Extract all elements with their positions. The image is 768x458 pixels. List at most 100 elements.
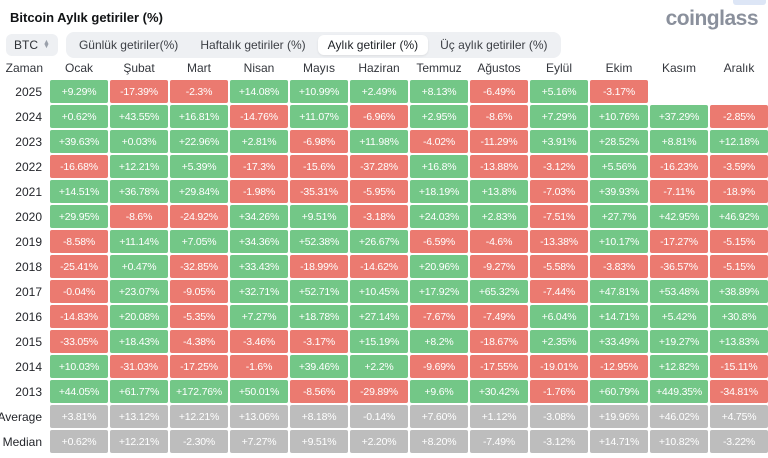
return-cell: +10.45%: [350, 280, 408, 303]
return-cell: -3.59%: [710, 155, 768, 178]
return-cell: +34.36%: [230, 230, 288, 253]
return-cell: -9.05%: [170, 280, 228, 303]
return-cell: +12.82%: [650, 355, 708, 378]
tab-daily-returns[interactable]: Günlük getiriler(%): [69, 35, 188, 55]
page-header: Bitcoin Aylık getiriler (%) coinglass: [0, 0, 768, 29]
return-cell: -3.12%: [530, 155, 588, 178]
return-cell: +13.83%: [710, 330, 768, 353]
return-cell: +0.62%: [50, 105, 108, 128]
tab-quarterly-returns[interactable]: Üç aylık getiriler (%): [430, 35, 557, 55]
return-cell: -6.49%: [470, 80, 528, 103]
return-cell: +20.08%: [110, 305, 168, 328]
return-cell: -18.9%: [710, 180, 768, 203]
return-cell: +3.91%: [530, 130, 588, 153]
column-header: Kasım: [661, 61, 696, 75]
return-cell: -29.89%: [350, 380, 408, 403]
return-cell: -14.83%: [50, 305, 108, 328]
returns-grid: Zaman Ocak Şubat Mart Nisan Mayıs Haziran Temmu…: [0, 58, 768, 453]
return-cell: -11.29%: [470, 130, 528, 153]
return-cell: +8.13%: [410, 80, 468, 103]
return-cell: -2.3%: [170, 80, 228, 103]
return-cell: +2.95%: [410, 105, 468, 128]
return-cell: +10.76%: [590, 105, 648, 128]
return-cell: +42.95%: [650, 205, 708, 228]
return-cell: -7.49%: [470, 430, 528, 453]
return-cell: -8.6%: [110, 205, 168, 228]
return-cell: -3.12%: [530, 430, 588, 453]
return-cell: +29.84%: [170, 180, 228, 203]
return-cell: +38.89%: [710, 280, 768, 303]
row-label: 2016: [15, 309, 42, 324]
return-cell: +44.05%: [50, 380, 108, 403]
tab-weekly-returns[interactable]: Haftalık getiriler (%): [190, 35, 315, 55]
return-cell: +7.29%: [530, 105, 588, 128]
return-cell: -9.27%: [470, 255, 528, 278]
return-cell: +8.18%: [290, 405, 348, 428]
return-cell: -2.30%: [170, 430, 228, 453]
return-cell: -6.98%: [290, 130, 348, 153]
return-cell: +10.03%: [50, 355, 108, 378]
return-cell: +24.03%: [410, 205, 468, 228]
coinglass-logo[interactable]: coinglass: [665, 7, 759, 30]
return-cell: -25.41%: [50, 255, 108, 278]
coin-selector[interactable]: BTC ▲ ▼: [6, 34, 58, 56]
row-label: Median: [2, 434, 42, 449]
return-cell: -15.6%: [290, 155, 348, 178]
row-label: 2024: [15, 109, 42, 124]
return-cell: -0.04%: [50, 280, 108, 303]
row-label: 2015: [15, 334, 42, 349]
return-cell: +4.75%: [710, 405, 768, 428]
return-cell: -8.56%: [290, 380, 348, 403]
return-cell: +53.48%: [650, 280, 708, 303]
return-cell: +7.27%: [230, 305, 288, 328]
column-header: Temmuz: [416, 61, 462, 75]
return-cell: +30.8%: [710, 305, 768, 328]
return-cell: -5.15%: [710, 255, 768, 278]
return-cell: +52.38%: [290, 230, 348, 253]
return-cell: -4.6%: [470, 230, 528, 253]
return-cell: +18.78%: [290, 305, 348, 328]
return-cell: +46.92%: [710, 205, 768, 228]
return-cell: +32.71%: [230, 280, 288, 303]
return-cell: +10.99%: [290, 80, 348, 103]
return-cell: -31.03%: [110, 355, 168, 378]
row-label: 2023: [15, 134, 42, 149]
tab-monthly-returns[interactable]: Aylık getiriler (%): [317, 35, 429, 55]
period-tabs: Günlük getiriler(%) Haftalık getiriler (…: [65, 32, 561, 58]
column-header: Zaman: [5, 61, 43, 75]
return-cell: +6.04%: [530, 305, 588, 328]
return-cell: -16.23%: [650, 155, 708, 178]
return-cell: +13.8%: [470, 180, 528, 203]
return-cell: -7.03%: [530, 180, 588, 203]
return-cell: -7.49%: [470, 305, 528, 328]
return-cell: +39.93%: [590, 180, 648, 203]
row-label: 2017: [15, 284, 42, 299]
return-cell: -3.17%: [590, 80, 648, 103]
return-cell: +33.49%: [590, 330, 648, 353]
updown-chevron-icon: ▲ ▼: [43, 39, 50, 50]
return-cell: +12.21%: [170, 405, 228, 428]
return-cell: +9.6%: [410, 380, 468, 403]
return-cell: +9.29%: [50, 80, 108, 103]
return-cell: +7.05%: [170, 230, 228, 253]
column-header: Mart: [187, 61, 211, 75]
return-cell: +10.82%: [650, 430, 708, 453]
row-label: 2019: [15, 234, 42, 249]
return-cell: +2.49%: [350, 80, 408, 103]
return-cell: +8.81%: [650, 130, 708, 153]
return-cell: +17.92%: [410, 280, 468, 303]
return-cell: -3.17%: [290, 330, 348, 353]
return-cell: +16.81%: [170, 105, 228, 128]
return-cell: +5.42%: [650, 305, 708, 328]
return-cell: +13.12%: [110, 405, 168, 428]
return-cell: +23.07%: [110, 280, 168, 303]
return-cell: -13.38%: [530, 230, 588, 253]
return-cell: +33.43%: [230, 255, 288, 278]
return-cell: -8.58%: [50, 230, 108, 253]
return-cell: +2.2%: [350, 355, 408, 378]
return-cell: +43.55%: [110, 105, 168, 128]
return-cell: +27.14%: [350, 305, 408, 328]
return-cell: -14.62%: [350, 255, 408, 278]
column-header: Haziran: [358, 61, 400, 75]
